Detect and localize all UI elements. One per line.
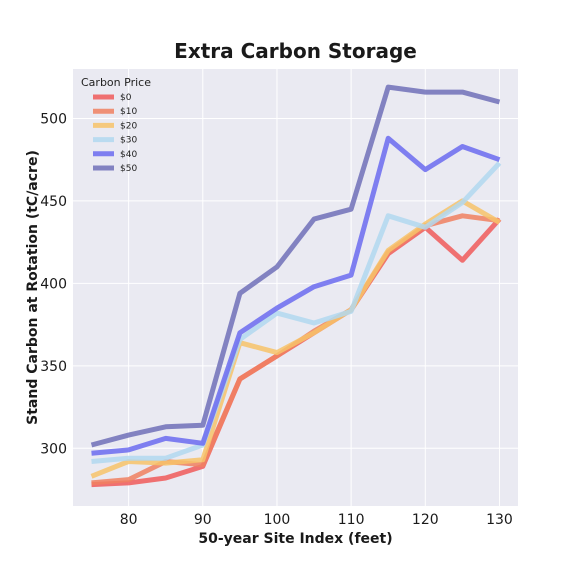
legend-label-3: $30	[120, 136, 137, 146]
legend: Carbon Price $0 $10 $20 $30 $40 $50	[81, 76, 151, 174]
plot-area	[73, 69, 518, 506]
y-tick-label: 400	[40, 276, 67, 292]
series-line-2	[90, 198, 501, 479]
series-line-3	[91, 161, 502, 464]
x-tick-label: 90	[194, 512, 212, 528]
series-line-4	[91, 135, 501, 456]
y-tick-label: 500	[40, 111, 67, 127]
y-tick-label: 300	[40, 441, 67, 457]
chart-title: Extra Carbon Storage	[174, 39, 417, 63]
tick-labels: 80 90 100 110 120 130 300 350 400 450 500	[40, 111, 513, 528]
y-axis-label: Stand Carbon at Rotation (tC/acre)	[25, 150, 41, 425]
y-tick-label: 450	[40, 194, 67, 210]
series-lines	[90, 84, 502, 488]
y-tick-label: 350	[40, 359, 67, 375]
legend-label-0: $0	[120, 93, 132, 103]
legend-label-1: $10	[120, 107, 137, 117]
legend-label-4: $40	[120, 150, 137, 160]
legend-title: Carbon Price	[81, 76, 151, 89]
legend-items: $0 $10 $20 $30 $40 $50	[93, 93, 137, 174]
x-tick-label: 120	[412, 512, 439, 528]
x-axis-label: 50-year Site Index (feet)	[198, 531, 392, 547]
grid-lines	[73, 69, 518, 506]
x-tick-label: 80	[120, 512, 138, 528]
x-tick-label: 130	[486, 512, 513, 528]
series-line-5	[90, 84, 501, 448]
legend-label-5: $50	[120, 164, 137, 174]
x-tick-label: 100	[264, 512, 291, 528]
legend-label-2: $20	[120, 121, 137, 131]
x-tick-label: 110	[338, 512, 365, 528]
